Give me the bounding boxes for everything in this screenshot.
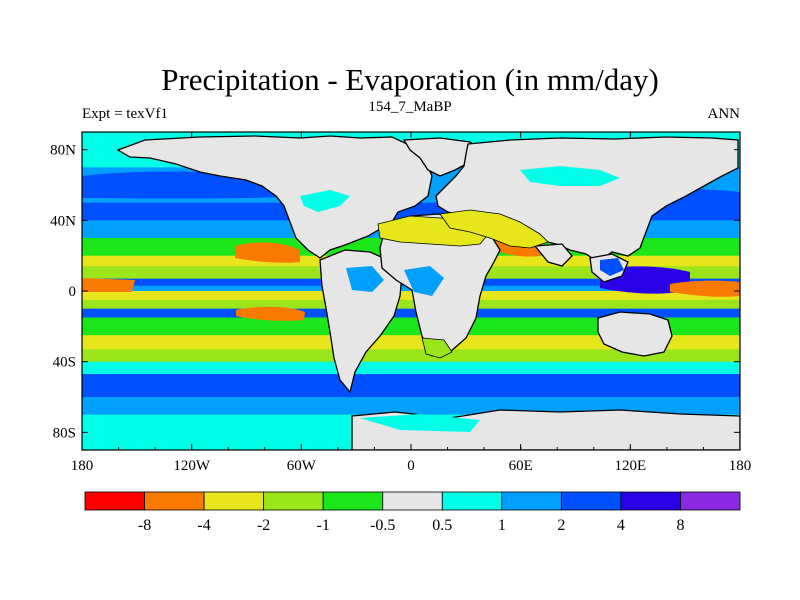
- latitude-band: [82, 397, 740, 416]
- latitude-band: [82, 291, 740, 301]
- x-tick-label: 60E: [509, 458, 533, 474]
- colorbar-swatch: [501, 491, 562, 511]
- colorbar-level-label: -4: [197, 517, 210, 534]
- x-tick-label: 60W: [287, 458, 317, 474]
- plot-area: [82, 132, 740, 450]
- asia-dry-patch: [439, 209, 549, 249]
- y-tick-label: 80N: [50, 143, 76, 159]
- period-label: 154_7_MaBP: [368, 99, 451, 115]
- y-tick-label: 40N: [50, 213, 76, 229]
- colorbar-swatch: [382, 491, 443, 511]
- colorbar-level-label: -0.5: [370, 517, 395, 534]
- latitude-band: [82, 317, 740, 336]
- colorbar-level-label: -8: [138, 517, 151, 534]
- colorbar-level-label: -2: [257, 517, 270, 534]
- southeast-asia-wet-patch: [600, 258, 624, 276]
- australia-landmass: [597, 311, 673, 357]
- west-pacific-dry-area: [670, 280, 740, 297]
- x-tick-label: 120W: [173, 458, 211, 474]
- south-africa-dry-patch: [421, 337, 453, 359]
- colorbar-swatch: [322, 491, 384, 511]
- colorbar-level-label: -1: [317, 517, 330, 534]
- x-tick-label: 120E: [614, 458, 646, 474]
- x-tick-label: 180: [729, 458, 752, 474]
- africa-wet-patch: [404, 266, 444, 296]
- latitude-band: [82, 308, 740, 319]
- y-tick-label: 80S: [53, 425, 76, 441]
- south-pacific-dry-area: [236, 306, 305, 321]
- colorbar-swatch: [84, 491, 145, 511]
- colorbar-level-label: 2: [557, 517, 565, 534]
- y-axis-ticks: 80N 40N 0 40S 80S: [50, 143, 740, 441]
- land-precipitation-patches: [300, 166, 624, 432]
- colorbar-swatch: [441, 491, 503, 511]
- north-america-landmass: [116, 135, 433, 259]
- colorbar-swatch: [560, 491, 622, 511]
- latitude-band: [82, 349, 740, 363]
- amazon-wet-patch: [346, 266, 384, 292]
- latitude-band: [82, 374, 740, 386]
- siberia-wet-patch: [520, 166, 620, 186]
- colorbar-swatch: [263, 491, 324, 511]
- colorbar-swatch: [680, 491, 741, 511]
- indian-subcontinent-landmass: [533, 243, 573, 267]
- latitude-band: [82, 299, 740, 310]
- north-america-wet-patch: [300, 190, 350, 212]
- colorbar-level-label: 4: [617, 517, 625, 534]
- latitude-band: [82, 384, 740, 398]
- colorbar-swatch: [620, 491, 681, 511]
- central-pacific-dry-area: [82, 278, 135, 292]
- continents: [116, 135, 740, 450]
- experiment-label: Expt = texVf1: [82, 106, 168, 122]
- colorbar-level-label: 1: [498, 517, 506, 534]
- east-pacific-dry-area: [235, 242, 300, 263]
- chart-title: Precipitation - Evaporation (in mm/day): [161, 62, 659, 97]
- x-tick-label: 180: [71, 458, 94, 474]
- colorbar-level-label: 8: [676, 517, 684, 534]
- colorbar-swatch: [144, 491, 205, 511]
- greenland-landmass: [402, 137, 481, 177]
- antarctic-wet-patch: [360, 414, 480, 432]
- y-tick-label: 40S: [53, 355, 76, 371]
- colorbar: -8 -4 -2 -1 -0.5 0.5 1 2 4 8: [84, 491, 741, 534]
- colorbar-level-label: 0.5: [432, 517, 452, 534]
- season-label: ANN: [708, 106, 741, 122]
- x-axis-ticks: 180 120W 60W 0 60E 120E 180: [71, 132, 752, 474]
- latitude-band: [82, 335, 740, 350]
- y-tick-label: 0: [69, 284, 77, 300]
- colorbar-swatch: [203, 491, 265, 511]
- latitude-band: [82, 361, 740, 375]
- x-tick-label: 0: [407, 458, 415, 474]
